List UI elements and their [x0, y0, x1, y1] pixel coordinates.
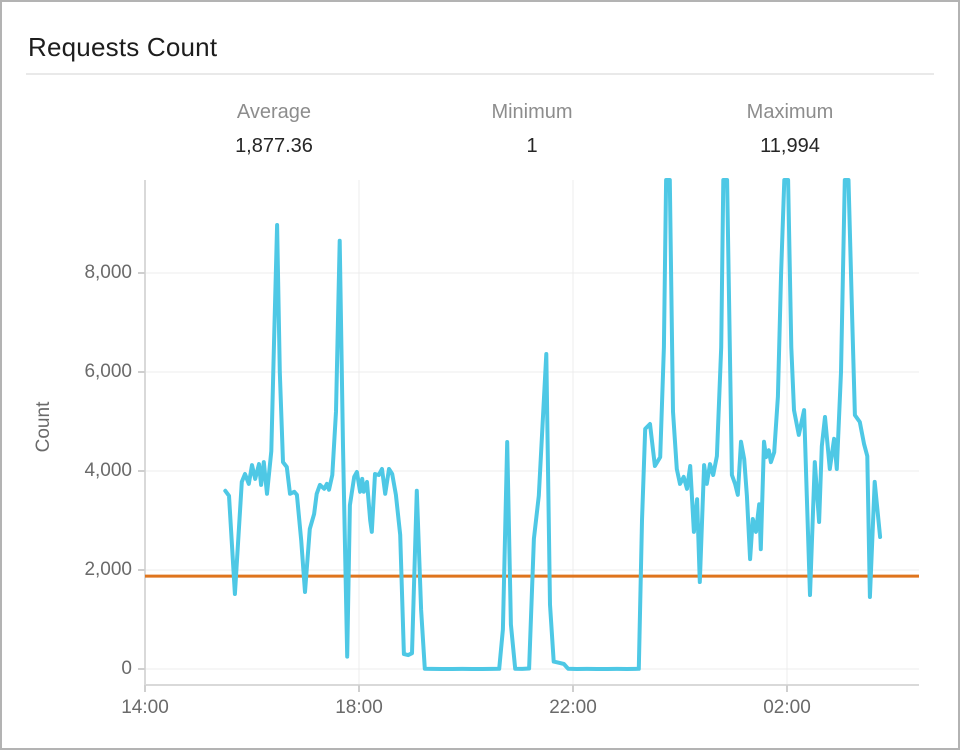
y-tick-label: 8,000	[84, 262, 132, 283]
stat-minimum-label: Minimum	[491, 101, 573, 123]
y-tick-label: 2,000	[84, 559, 132, 580]
stat-minimum: Minimum 1	[403, 101, 661, 158]
x-tick-label: 22:00	[549, 697, 597, 718]
x-tick-label: 14:00	[121, 697, 169, 718]
stat-average: Average 1,877.36	[145, 101, 403, 158]
stats-row: Average 1,877.36 Minimum 1 Maximum 11,99…	[145, 101, 919, 158]
title-divider	[26, 73, 934, 75]
stat-average-value: 1,877.36	[235, 135, 313, 157]
stat-maximum-value: 11,994	[760, 135, 820, 157]
y-tick-label: 6,000	[84, 361, 132, 382]
y-tick-label: 4,000	[84, 460, 132, 481]
stat-minimum-value: 1	[526, 135, 538, 157]
series-line[interactable]	[223, 178, 883, 671]
panel-title: Requests Count	[28, 32, 218, 62]
x-tick-label: 18:00	[335, 697, 383, 718]
y-tick-label: 0	[121, 658, 132, 679]
stat-average-label: Average	[236, 101, 312, 123]
x-tick-label: 02:00	[763, 697, 811, 718]
stat-maximum: Maximum 11,994	[661, 101, 919, 158]
stat-maximum-label: Maximum	[746, 101, 834, 123]
